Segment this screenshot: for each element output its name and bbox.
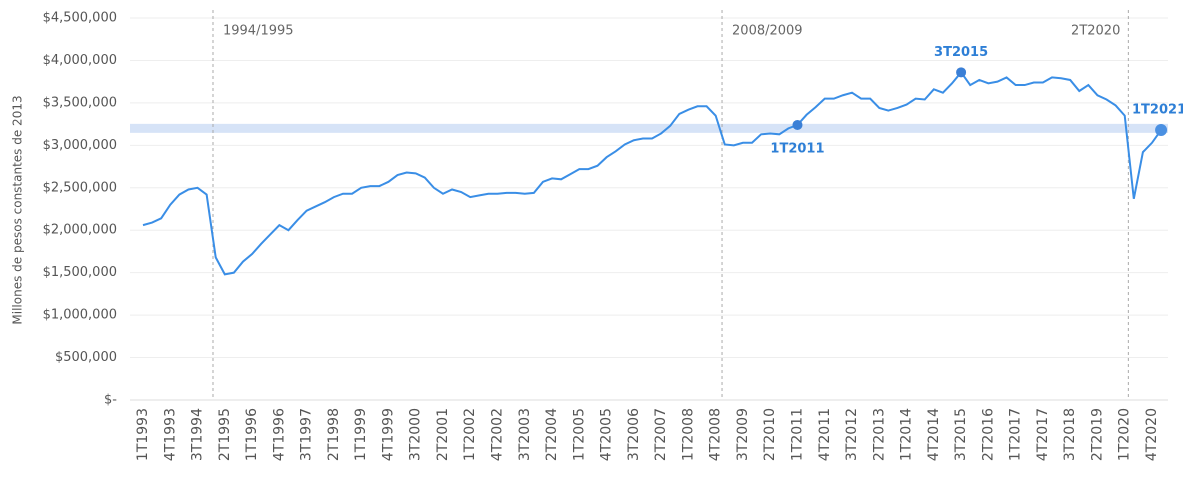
y-tick-label: $2,000,000 (43, 223, 117, 238)
x-tick-label: 1T1999 (353, 408, 369, 461)
x-tick-label: 4T2002 (490, 408, 506, 461)
x-tick-label: 1T2011 (789, 408, 805, 461)
x-tick-label: 2T2007 (653, 408, 669, 461)
x-tick-label: 1T2005 (571, 408, 587, 461)
x-tick-label: 4T2011 (817, 408, 833, 461)
reference-band (130, 123, 1168, 133)
y-tick-label: $3,500,000 (43, 95, 117, 110)
x-tick-label: 3T2012 (844, 408, 860, 461)
x-tick-label: 4T1999 (380, 408, 396, 461)
y-tick-label: $500,000 (55, 350, 117, 365)
x-tick-label: 2T2013 (871, 408, 887, 461)
x-tick-label: 1T2017 (1008, 408, 1024, 461)
y-tick-label: $1,000,000 (43, 308, 117, 323)
y-axis-label: Millones de pesos constantes de 2013 (11, 95, 25, 324)
x-tick-label: 4T1996 (271, 408, 287, 461)
x-tick-label: 3T1994 (190, 408, 206, 461)
highlight-point (956, 67, 967, 78)
x-tick-label: 2T1998 (326, 408, 342, 461)
x-tick-label: 4T1993 (162, 408, 178, 461)
x-tick-label: 2T2019 (1089, 408, 1105, 461)
x-tick-label: 3T2009 (735, 408, 751, 461)
x-tick-label: 2T2010 (762, 408, 778, 461)
highlight-label: 1T2011 (770, 141, 824, 156)
x-tick-label: 1T1996 (244, 408, 260, 461)
x-tick-label: 2T1995 (217, 408, 233, 461)
x-tick-label: 1T2020 (1117, 408, 1133, 461)
highlight-label: 3T2015 (934, 45, 988, 60)
annotation-label: 1994/1995 (223, 24, 294, 39)
x-tick-label: 1T1993 (135, 408, 151, 461)
x-tick-label: 4T2020 (1144, 408, 1160, 461)
highlight-point (1155, 124, 1168, 137)
annotation-label: 2T2020 (1071, 24, 1120, 39)
y-tick-label: $2,500,000 (43, 180, 117, 195)
x-tick-label: 4T2017 (1035, 408, 1051, 461)
x-tick-label: 1T2014 (899, 408, 915, 461)
x-tick-label: 3T2018 (1062, 408, 1078, 461)
x-tick-label: 3T2000 (408, 408, 424, 461)
x-tick-label: 2T2001 (435, 408, 451, 461)
x-tick-label: 3T2003 (517, 408, 533, 461)
x-tick-label: 3T2015 (953, 408, 969, 461)
x-tick-label: 1T2008 (680, 408, 696, 461)
x-tick-label: 2T2004 (544, 408, 560, 461)
y-tick-label: $4,000,000 (43, 53, 117, 68)
y-tick-label: $4,500,000 (43, 11, 117, 26)
x-tick-label: 3T1997 (299, 408, 315, 461)
x-tick-label: 1T2002 (462, 408, 478, 461)
x-tick-label: 3T2006 (626, 408, 642, 461)
highlight-point (792, 119, 803, 130)
y-tick-label: $- (104, 393, 117, 408)
x-tick-label: 4T2014 (926, 408, 942, 461)
x-tick-label: 4T2008 (708, 408, 724, 461)
highlight-label: 1T2021 (1132, 103, 1183, 118)
y-tick-label: $1,500,000 (43, 265, 117, 280)
y-tick-label: $3,000,000 (43, 138, 117, 153)
annotation-label: 2008/2009 (732, 24, 803, 39)
x-tick-label: 2T2016 (980, 408, 996, 461)
line (142, 70, 1162, 276)
x-tick-label: 4T2005 (599, 408, 615, 461)
